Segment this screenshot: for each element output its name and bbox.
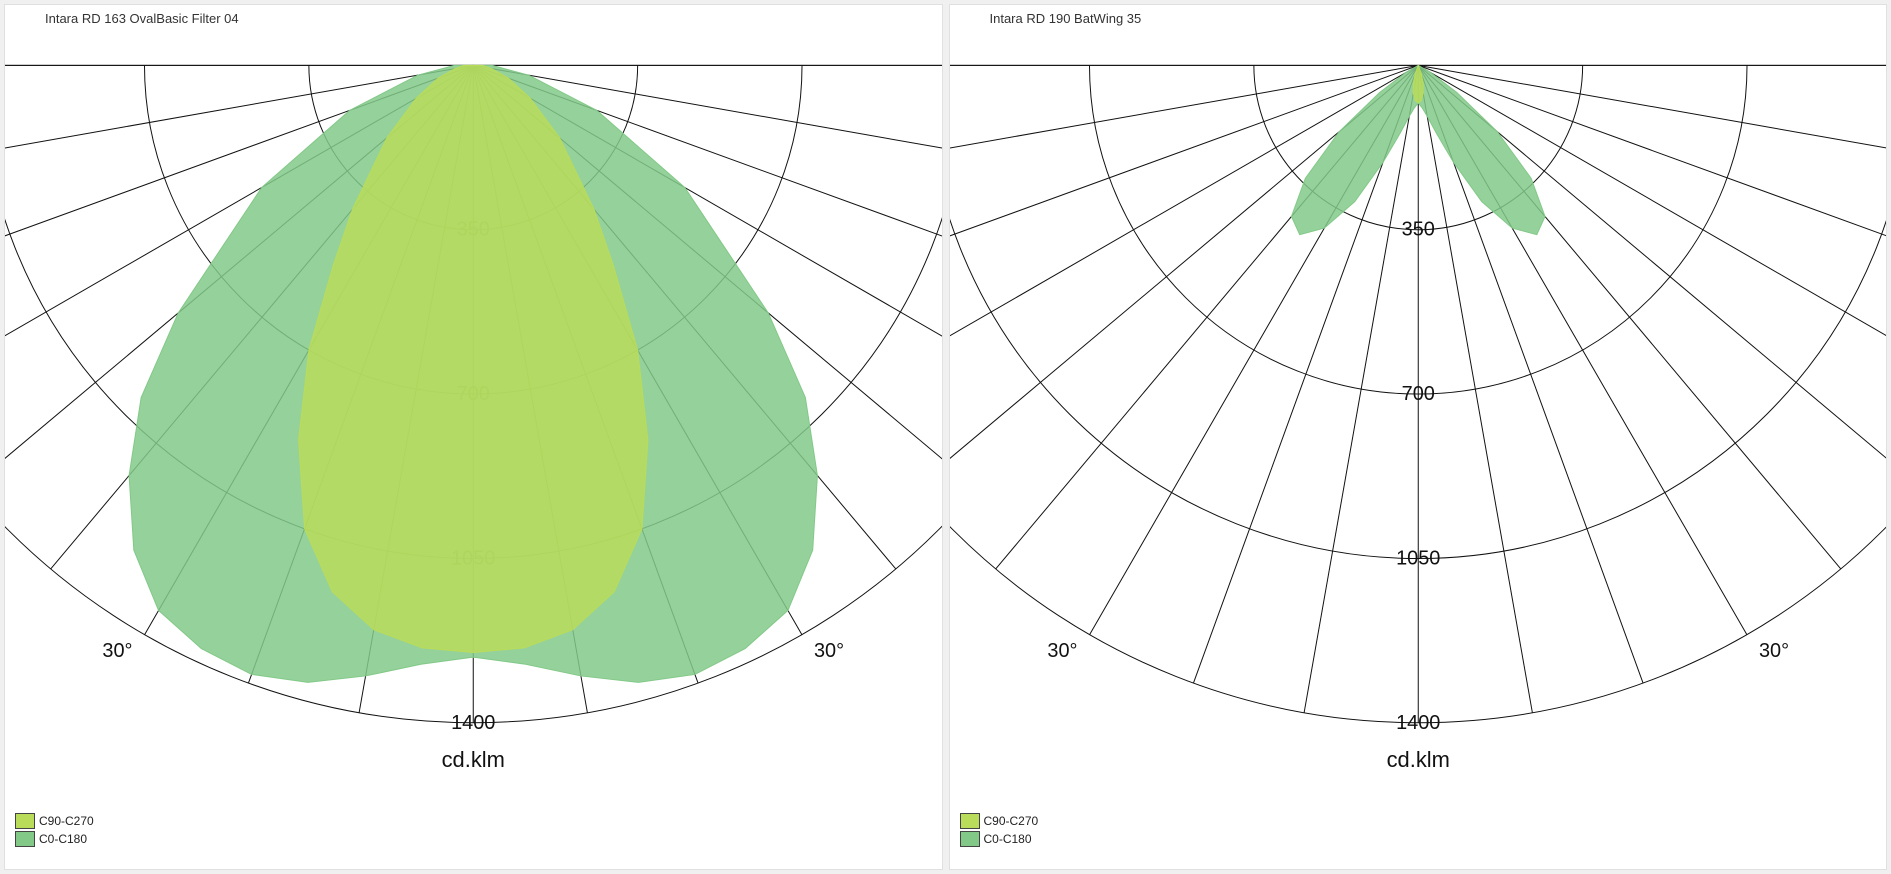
ring-label: 1400 bbox=[451, 712, 495, 734]
polar-chart-panel: Intara RD 190 BatWing 353507001050140090… bbox=[949, 4, 1888, 870]
legend-swatch bbox=[15, 831, 35, 847]
ring-label: 350 bbox=[1401, 219, 1434, 241]
panel-title: Intara RD 190 BatWing 35 bbox=[990, 11, 1142, 26]
angle-label-right: 30° bbox=[1758, 640, 1788, 662]
angle-label-right: 30° bbox=[814, 640, 844, 662]
polar-chart-panel: Intara RD 163 OvalBasic Filter 043507001… bbox=[4, 4, 943, 870]
polar-chart: 3507001050140090°90°60°60°30°30°cd.klm bbox=[950, 5, 1887, 869]
ring-label: 700 bbox=[1401, 383, 1434, 405]
legend-label: C90-C270 bbox=[984, 814, 1039, 828]
angle-label-left: 30° bbox=[1047, 640, 1077, 662]
legend-item: C90-C270 bbox=[15, 813, 94, 829]
legend: C90-C270 C0-C180 bbox=[15, 813, 94, 849]
angle-label-left: 30° bbox=[102, 640, 132, 662]
legend-swatch bbox=[960, 813, 980, 829]
ring-label: 1050 bbox=[1396, 548, 1440, 570]
ring-label: 1400 bbox=[1396, 712, 1440, 734]
legend-item: C0-C180 bbox=[960, 831, 1039, 847]
legend-item: C0-C180 bbox=[15, 831, 94, 847]
legend-label: C90-C270 bbox=[39, 814, 94, 828]
legend-label: C0-C180 bbox=[984, 832, 1032, 846]
panel-title: Intara RD 163 OvalBasic Filter 04 bbox=[45, 11, 239, 26]
unit-label: cd.klm bbox=[442, 747, 505, 772]
legend-swatch bbox=[15, 813, 35, 829]
legend-label: C0-C180 bbox=[39, 832, 87, 846]
legend: C90-C270 C0-C180 bbox=[960, 813, 1039, 849]
legend-item: C90-C270 bbox=[960, 813, 1039, 829]
polar-chart: 3507001050140090°90°60°60°30°30°cd.klm bbox=[5, 5, 942, 869]
legend-swatch bbox=[960, 831, 980, 847]
unit-label: cd.klm bbox=[1386, 747, 1449, 772]
